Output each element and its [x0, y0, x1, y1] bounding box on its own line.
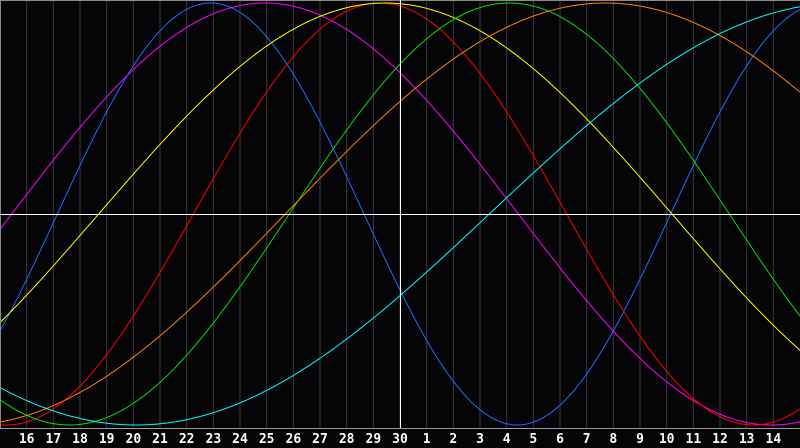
x-tick-label: 27	[312, 432, 328, 447]
x-tick-label: 17	[46, 432, 62, 447]
x-tick-label: 16	[19, 432, 35, 447]
x-tick-label: 26	[286, 432, 302, 447]
x-tick-label: 21	[152, 432, 168, 447]
x-tick-label: 28	[339, 432, 355, 447]
axes	[0, 0, 800, 429]
x-tick-label: 2	[449, 432, 457, 447]
x-tick-label: 24	[232, 432, 248, 447]
x-tick-label: 3	[476, 432, 484, 447]
x-tick-label: 1	[423, 432, 431, 447]
x-tick-label: 10	[659, 432, 675, 447]
x-tick-label: 7	[583, 432, 591, 447]
x-tick-label: 19	[99, 432, 115, 447]
x-tick-label: 20	[126, 432, 142, 447]
x-tick-label: 9	[636, 432, 644, 447]
x-tick-label: 5	[529, 432, 537, 447]
x-tick-label: 23	[206, 432, 222, 447]
x-tick-labels: 16 17 18 19 20 21 22 23 24 25 26 27 28 29 30 1 2 3 4 5 6 7 8 9 1…	[19, 432, 781, 447]
x-tick-label: 30	[392, 432, 408, 447]
x-tick-label: 4	[503, 432, 511, 447]
x-tick-label: 18	[72, 432, 88, 447]
x-tick-label: 12	[712, 432, 728, 447]
x-tick-label: 25	[259, 432, 275, 447]
x-tick-label: 11	[686, 432, 702, 447]
x-tick-label: 29	[366, 432, 382, 447]
x-tick-label: 13	[739, 432, 755, 447]
x-tick-label: 14	[766, 432, 782, 447]
x-tick-label: 6	[556, 432, 564, 447]
x-tick-label: 8	[609, 432, 617, 447]
x-tick-label: 22	[179, 432, 195, 447]
